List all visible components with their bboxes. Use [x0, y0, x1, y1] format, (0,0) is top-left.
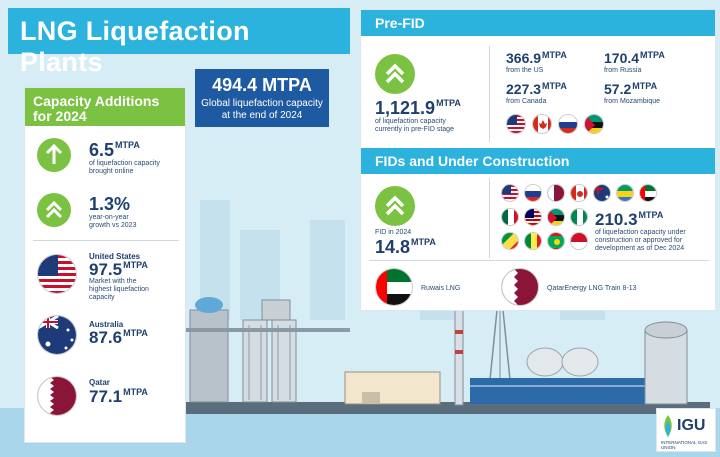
global-capacity-value: 494.4 MTPA: [212, 75, 312, 95]
qatar-flag-icon: [547, 184, 565, 202]
pre-fid-us-caption: from the US: [506, 67, 544, 74]
project-qatarenergy: QatarEnergy LNG Train 8-13: [547, 285, 637, 292]
australia-flag-icon: [593, 184, 611, 202]
under-construction-value: 210.3MTPA: [595, 210, 664, 229]
fid-2024-label: FID in 2024: [375, 229, 412, 236]
fid-2024-value: 14.8MTPA: [375, 237, 436, 257]
australia-name: Australia: [89, 320, 124, 329]
qatar-name: Qatar: [89, 378, 110, 387]
us-flag-icon: [506, 114, 526, 134]
us-flag-icon: [37, 254, 77, 294]
capacity-additions-panel: Capacity Additions for 2024 6.5MTPA of l…: [24, 87, 186, 443]
fids-heading: FIDs and Under Construction: [361, 148, 715, 174]
global-capacity-box: 494.4 MTPA Global liquefaction capacity …: [195, 69, 329, 127]
indonesia-flag-icon: [570, 232, 588, 250]
global-capacity-caption-1: Global liquefaction capacity: [201, 98, 323, 109]
canada-flag-icon: [570, 184, 588, 202]
qatar-value: 77.1MTPA: [89, 387, 148, 406]
australia-flag-icon: [37, 315, 77, 355]
russia-flag-icon: [558, 114, 578, 134]
pre-fid-heading: Pre-FID: [361, 10, 715, 36]
mozambique-flag-icon: [547, 208, 565, 226]
divider: [489, 46, 490, 142]
malaysia-flag-icon: [524, 208, 542, 226]
congo-flag-icon: [501, 232, 519, 250]
pre-fid-mozambique-value: 57.2MTPA: [604, 81, 658, 97]
growth-value: 1.3%: [89, 194, 131, 214]
australia-value: 87.6MTPA: [89, 328, 148, 347]
russia-flag-icon: [524, 184, 542, 202]
heading-line-1: Capacity Additions: [33, 93, 160, 109]
pre-fid-canada-caption: from Canada: [506, 98, 547, 105]
flame-icon: [664, 415, 672, 437]
us-value: 97.5MTPA: [89, 260, 148, 279]
pre-fid-and-fids-panel: Pre-FID 1,121.9MTPA of liquefaction capa…: [360, 9, 716, 311]
qatar-flag-icon: [37, 376, 77, 416]
canada-flag-icon: [532, 114, 552, 134]
divider: [33, 240, 179, 241]
gabon-flag-icon: [616, 184, 634, 202]
project-ruwais: Ruwais LNG: [421, 285, 461, 292]
pre-fid-canada-value: 227.3MTPA: [506, 81, 567, 97]
us-name: United States: [89, 252, 141, 261]
us-caption: Market with the highest liquefaction capac…: [89, 278, 149, 301]
igu-logo: IGU INTERNATIONAL GAS UNION: [656, 408, 716, 452]
double-chevron-up-icon: [375, 54, 415, 94]
under-construction-caption: of liquefaction capacity under constructi…: [595, 229, 686, 252]
pre-fid-total-caption: of liquefaction capacity currently in pre…: [375, 118, 454, 133]
igu-logo-subtext: INTERNATIONAL GAS UNION: [661, 440, 708, 450]
pre-fid-total-value: 1,121.9MTPA: [375, 98, 461, 118]
qatar-flag-icon: [501, 268, 539, 306]
double-chevron-up-icon: [375, 186, 415, 226]
growth-caption: year-on-year growth vs 2023: [89, 214, 137, 229]
arrow-up-icon: [37, 138, 71, 172]
uae-flag-icon: [375, 268, 413, 306]
pre-fid-russia-caption: from Russia: [604, 67, 642, 74]
added-capacity-caption: of liquefaction capacity brought online: [89, 160, 160, 175]
added-capacity-value: 6.5MTPA: [89, 140, 140, 160]
divider: [489, 178, 490, 258]
pre-fid-us-value: 366.9MTPA: [506, 50, 567, 66]
uae-flag-icon: [639, 184, 657, 202]
mexico-flag-icon: [501, 208, 519, 226]
capacity-additions-heading: Capacity Additions for 2024: [25, 88, 185, 126]
us-flag-icon: [501, 184, 519, 202]
double-chevron-up-icon: [37, 193, 71, 227]
global-capacity-caption-2: at the end of 2024: [221, 110, 303, 121]
mozambique-flag-icon: [584, 114, 604, 134]
page-title: LNG Liquefaction Plants: [8, 8, 350, 77]
mauritania-flag-icon: [547, 232, 565, 250]
nigeria-flag-icon: [570, 208, 588, 226]
pre-fid-mozambique-caption: from Mozambique: [604, 98, 661, 105]
divider: [369, 260, 709, 261]
igu-logo-text: IGU: [677, 417, 706, 434]
senegal-flag-icon: [524, 232, 542, 250]
pre-fid-russia-value: 170.4MTPA: [604, 50, 665, 66]
heading-line-2: for 2024: [33, 108, 87, 124]
